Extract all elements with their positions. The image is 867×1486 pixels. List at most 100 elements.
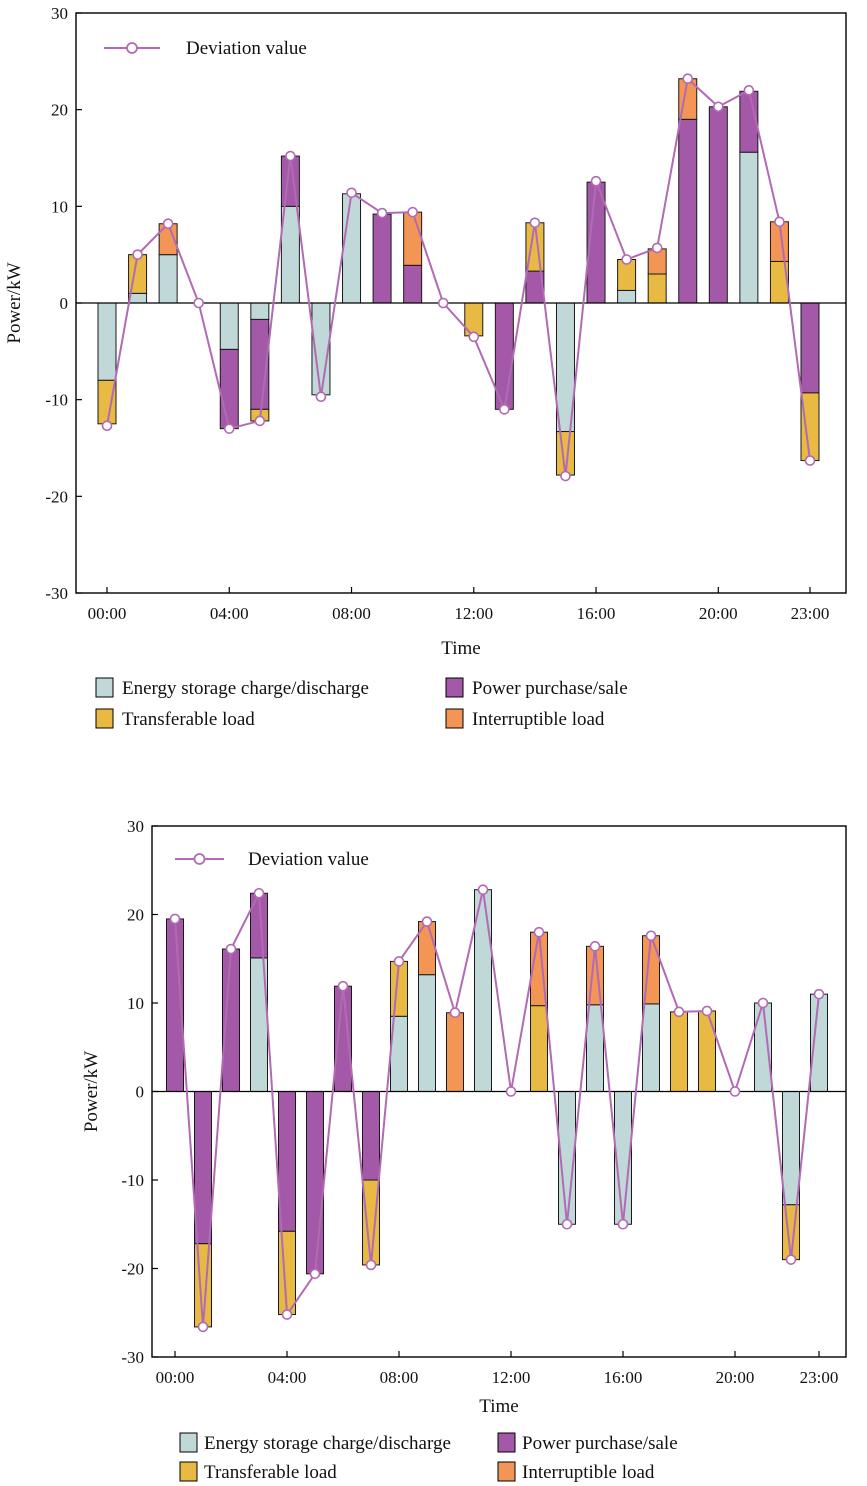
legend-swatch-transferable-load	[95, 708, 114, 729]
deviation-point-h22	[785, 1254, 797, 1265]
bar-power-purchase-h4	[219, 348, 239, 430]
deviation-point-h20	[713, 101, 724, 113]
deviation-point-h12	[468, 331, 480, 343]
legend-swatch-power-purchase	[497, 1432, 516, 1453]
y-tick-label: -10	[45, 391, 68, 410]
deviation-point-h3	[193, 297, 204, 309]
deviation-point-h9	[376, 207, 388, 219]
deviation-point-h15	[560, 470, 571, 482]
deviation-point-h19	[701, 1005, 713, 1017]
legend-swatch-transferable-load	[179, 1461, 198, 1482]
deviation-point-h2	[162, 218, 174, 230]
deviation-point-h0	[169, 913, 181, 925]
bar-energy-storage-h17	[642, 1003, 660, 1093]
deviation-point-h14	[561, 1218, 573, 1230]
y-tick-label: 10	[51, 197, 68, 216]
bar-interruptible-load-h10	[403, 211, 423, 266]
legend-item-interruptible-load: Interruptible load	[445, 708, 605, 730]
y-tick-label: -20	[121, 1260, 144, 1279]
x-tick-label: 16:00	[604, 1368, 643, 1387]
legend-item-interruptible-load: Interruptible load	[497, 1461, 655, 1483]
bar-transferable-load-h18	[670, 1011, 688, 1092]
deviation-point-h13	[533, 926, 545, 938]
legend-label-energy-storage: Energy storage charge/discharge	[204, 1433, 451, 1454]
legend-label-power-purchase: Power purchase/sale	[472, 678, 628, 699]
legend-label-power-purchase: Power purchase/sale	[522, 1433, 678, 1454]
deviation-point-h11	[437, 297, 449, 309]
deviation-point-h16	[617, 1218, 629, 1230]
x-tick-label: 00:00	[156, 1368, 195, 1387]
legend-item-power-purchase: Power purchase/sale	[497, 1432, 678, 1454]
y-axis-label: Power/kW	[81, 1051, 102, 1132]
y-axis: 30 20 10 0 -10 -20 -30	[45, 4, 82, 603]
bar-energy-storage-h8	[342, 193, 362, 304]
deviation-point-h10	[449, 1007, 461, 1019]
deviation-point-h4	[223, 423, 235, 434]
legend-label-interruptible-load: Interruptible load	[472, 709, 605, 730]
deviation-legend: Deviation value	[104, 38, 307, 59]
y-tick-label: 0	[136, 1083, 145, 1102]
bar-energy-storage-h0	[97, 302, 117, 381]
x-axis: 00:00 04:00 08:00 12:00 16:00 20:00 23:00	[88, 587, 829, 623]
y-tick-label: 30	[127, 817, 144, 836]
deviation-point-h8	[393, 956, 405, 967]
legend-item-transferable-load: Transferable load	[95, 708, 255, 730]
bar-transferable-load-h18	[647, 273, 667, 304]
deviation-point-h6	[285, 150, 296, 162]
bar-energy-storage-h22	[782, 1091, 800, 1206]
y-tick-label: -10	[121, 1171, 144, 1190]
legend-item-power-purchase: Power purchase/sale	[445, 677, 628, 699]
x-tick-label: 20:00	[716, 1368, 755, 1387]
legend-swatch-energy-storage	[95, 677, 114, 698]
bar-power-purchase-h20	[708, 106, 728, 304]
y-tick-label: -30	[45, 584, 68, 603]
bar-power-purchase-h1	[194, 1091, 212, 1245]
x-tick-label: 04:00	[210, 604, 249, 623]
bars-layer	[97, 78, 820, 476]
deviation-point-h1	[197, 1321, 209, 1333]
bar-power-purchase-h7	[362, 1091, 380, 1181]
bar-energy-storage-h21	[754, 1002, 772, 1092]
x-tick-label: 12:00	[492, 1368, 531, 1387]
bar-transferable-load-h13	[530, 1005, 548, 1093]
y-tick-label: -30	[121, 1348, 144, 1367]
y-axis: 30 20 10 0 -10 -20 -30	[121, 817, 158, 1367]
deviation-point-h22	[774, 216, 785, 228]
deviation-point-h7	[365, 1259, 377, 1271]
deviation-point-h18	[651, 242, 663, 254]
deviation-point-h2	[225, 943, 237, 955]
series-legend: Energy storage charge/discharge Power pu…	[95, 677, 628, 730]
x-tick-label: 23:00	[800, 1368, 839, 1387]
deviation-point-h18	[673, 1006, 685, 1018]
deviation-point-h13	[499, 404, 510, 415]
bar-energy-storage-h9	[418, 974, 436, 1092]
x-tick-label: 00:00	[88, 604, 127, 623]
bar-transferable-load-h23	[800, 392, 820, 462]
deviation-point-h23	[813, 988, 825, 1000]
bar-energy-storage-h21	[739, 151, 759, 304]
bar-energy-storage-h5	[250, 302, 270, 320]
deviation-line	[174, 889, 820, 1327]
deviation-legend-label: Deviation value	[248, 849, 369, 870]
deviation-point-h14	[529, 217, 541, 229]
y-tick-label: -20	[45, 487, 68, 506]
deviation-point-h16	[590, 175, 602, 187]
bar-power-purchase-h10	[403, 264, 423, 304]
legend-label-interruptible-load: Interruptible load	[522, 1462, 655, 1483]
deviation-point-h15	[589, 941, 601, 952]
deviation-point-h17	[645, 930, 657, 942]
legend-label-transferable-load: Transferable load	[204, 1462, 337, 1483]
bar-energy-storage-h2	[158, 254, 178, 304]
deviation-point-h5	[254, 415, 266, 427]
legend-swatch-power-purchase	[445, 677, 464, 698]
legend-label-energy-storage: Energy storage charge/discharge	[122, 678, 369, 699]
x-tick-label: 16:00	[577, 604, 616, 623]
deviation-point-h9	[421, 916, 433, 927]
x-axis: 00:00 04:00 08:00 12:00 16:00 20:00 23:00	[156, 1351, 839, 1387]
deviation-point-h6	[337, 980, 349, 992]
legend-swatch-interruptible-load	[445, 708, 464, 729]
deviation-points	[101, 73, 816, 482]
x-axis-label: Time	[441, 638, 480, 659]
x-tick-label: 20:00	[699, 604, 738, 623]
y-tick-label: 30	[51, 4, 68, 23]
